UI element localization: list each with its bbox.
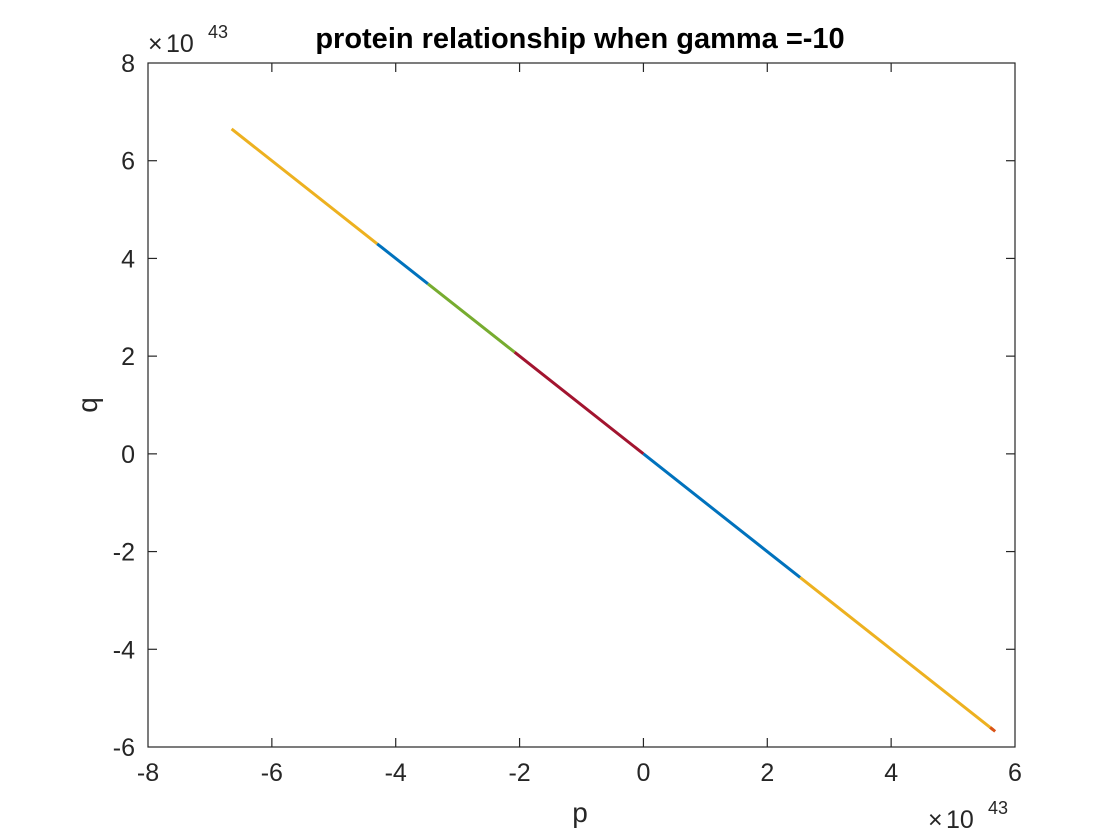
y-multiplier-base: 10 [166, 30, 194, 58]
y-tick-label: 0 [121, 441, 135, 469]
series-line-2 [376, 242, 429, 286]
y-tick-label: -6 [113, 734, 135, 762]
chart-title: protein relationship when gamma =-10 [315, 23, 844, 55]
y-tick-label: 8 [121, 50, 135, 78]
axes-box [147, 62, 1016, 748]
x-tick-label: 6 [1008, 759, 1022, 787]
y-multiplier-times: × [148, 30, 163, 58]
x-multiplier-exponent: 43 [988, 798, 1008, 818]
series-line-1 [230, 127, 379, 245]
x-tick-label: -4 [385, 759, 407, 787]
x-tick-label: -8 [137, 759, 159, 787]
x-tick-label: 0 [636, 759, 650, 787]
x-axis-label: p [572, 797, 588, 828]
y-tick-label: -4 [113, 636, 135, 664]
series-layer [230, 127, 997, 733]
series-line-5 [642, 452, 802, 579]
x-axis-multiplier: × 10 43 [928, 798, 1008, 834]
y-axis-label: q [72, 397, 103, 413]
y-multiplier-exponent: 43 [208, 22, 228, 42]
x-tick-label: 4 [884, 759, 898, 787]
x-multiplier-times: × [928, 806, 943, 834]
y-tick-label: 4 [121, 245, 135, 273]
x-multiplier-base: 10 [946, 806, 974, 834]
series-line-7 [989, 726, 997, 733]
y-tick-label: 6 [121, 148, 135, 176]
y-axis-multiplier: × 10 43 [148, 22, 228, 58]
x-tick-label: -6 [261, 759, 283, 787]
series-line-6 [799, 576, 995, 732]
series-line-4 [513, 351, 645, 456]
series-line-3 [426, 282, 516, 354]
y-tick-label: -2 [113, 539, 135, 567]
y-tick-label: 2 [121, 343, 135, 371]
x-tick-label: -2 [508, 759, 530, 787]
x-tick-label: 2 [760, 759, 774, 787]
